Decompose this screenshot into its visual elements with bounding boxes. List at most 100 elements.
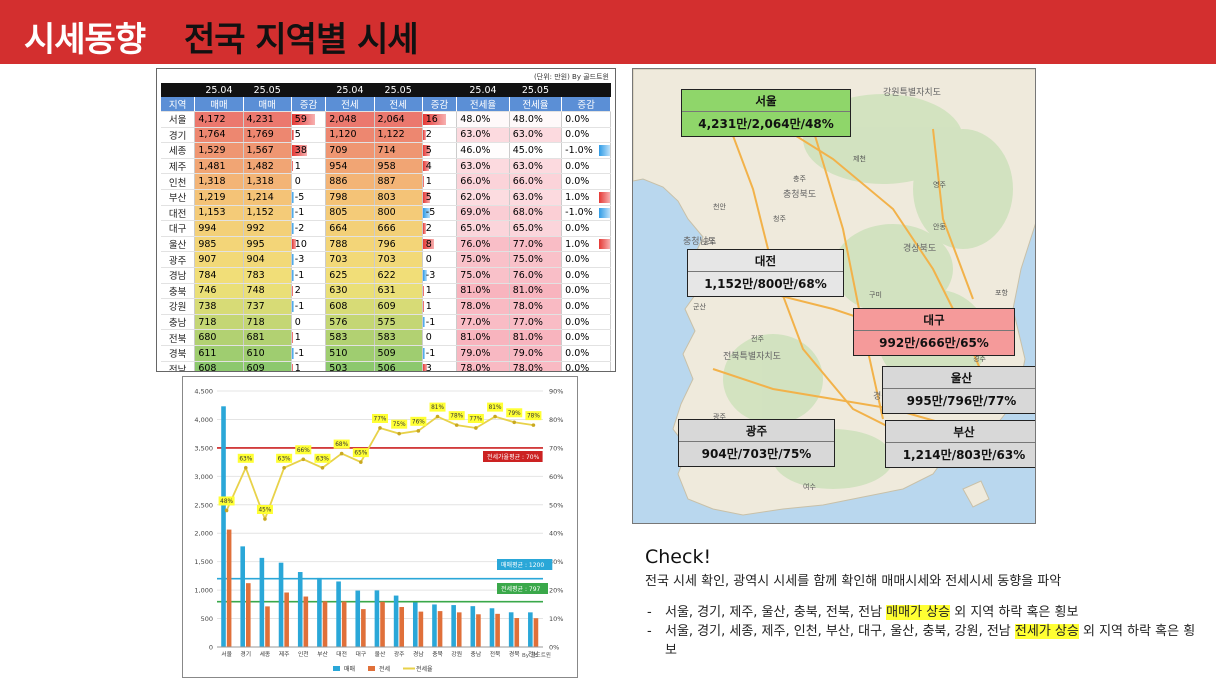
cell-ratio-may: 48.0% <box>509 111 563 128</box>
ratio-label-bg <box>487 402 504 412</box>
cell-sale-may: 737 <box>243 298 292 315</box>
map-label-value: 995만/796만/77% <box>906 394 1017 408</box>
ratio-label-bg <box>237 453 254 463</box>
cell-jeonse-may: 2,064 <box>374 111 423 128</box>
change-bar <box>422 129 426 141</box>
ref-label-bg <box>483 451 543 462</box>
change-bar <box>422 207 431 219</box>
cell-jeonse-apr: 703 <box>325 251 375 268</box>
ref-label-bg <box>497 559 553 570</box>
ratio-label-bg <box>333 439 350 449</box>
map-place-name: 충청남도 <box>683 236 716 247</box>
period-cell <box>291 83 326 97</box>
cell-sale-may: 4,231 <box>243 111 292 128</box>
change-bar <box>422 316 425 328</box>
cell-ratio-may: 78.0% <box>509 298 563 315</box>
bar-jeonse <box>514 618 520 647</box>
ratio-label-bg <box>391 419 408 429</box>
cell-ratio-change: 0.0% <box>561 283 611 300</box>
cell-ratio-change: -1.0% <box>561 205 611 222</box>
cell-region: 충북 <box>161 283 196 300</box>
cell-ratio-apr: 78.0% <box>456 298 510 315</box>
x-tick: 대전 <box>336 650 347 658</box>
map-place-name: 여수 <box>803 482 816 491</box>
cell-jeonse-may: 803 <box>374 189 423 206</box>
col-change: 증감 <box>291 97 327 112</box>
cell-jeonse-change: -1 <box>422 314 458 331</box>
cell-sale-may: 995 <box>243 236 292 253</box>
x-tick: 경북 <box>509 651 520 658</box>
cell-ratio-may: 77.0% <box>509 314 563 331</box>
cell-ratio-apr: 78.0% <box>456 361 510 371</box>
cell-ratio-may: 75.0% <box>509 251 563 268</box>
bar-sale <box>432 604 437 647</box>
period-cell: 25.04 <box>325 83 375 97</box>
cell-ratio-may: 81.0% <box>509 329 563 346</box>
cell-jeonse-change: 1 <box>422 298 458 315</box>
cell-sale-apr: 985 <box>194 236 244 253</box>
x-tick: 경남 <box>413 650 424 658</box>
cell-ratio-apr: 62.0% <box>456 189 510 206</box>
ratio-label-bg <box>256 505 273 514</box>
ratio-label: 78% <box>450 414 463 420</box>
change-bar <box>291 269 294 281</box>
y-right-tick: 0% <box>549 644 559 652</box>
cell-jeonse-apr: 583 <box>325 329 375 346</box>
col-change: 증감 <box>422 97 458 112</box>
cell-sale-change: -1 <box>291 345 327 362</box>
x-tick: 경기 <box>240 650 251 658</box>
cell-jeonse-change: 0 <box>422 251 458 268</box>
bar-sale <box>336 581 341 647</box>
bar-jeonse <box>303 596 309 647</box>
ratio-point <box>359 460 363 464</box>
cell-jeonse-may: 509 <box>374 345 423 362</box>
legend-label: 매매 <box>344 665 355 673</box>
y-right-tick: 90% <box>549 388 563 396</box>
table-row: 충남 718 718 0 576 575 -1 77.0% 77.0% 0.0% <box>161 314 611 331</box>
change-bar <box>291 114 316 125</box>
cell-region: 서울 <box>161 111 196 128</box>
x-tick: 서울 <box>221 650 232 658</box>
cell-sale-apr: 1,529 <box>194 142 244 159</box>
y-left-tick: 4,000 <box>194 416 213 424</box>
map-label-name: 울산 <box>883 367 1035 389</box>
cell-jeonse-may: 575 <box>374 314 423 331</box>
bar-sale <box>412 602 418 647</box>
cell-jeonse-apr: 630 <box>325 283 375 300</box>
col-jeonse: 전세 <box>325 97 375 112</box>
change-bar <box>422 223 426 234</box>
check-heading: Check! <box>645 546 712 568</box>
cell-region: 전북 <box>161 329 196 346</box>
period-row: 25.04 25.05 25.04 25.05 25.04 25.05 <box>161 83 611 97</box>
cell-sale-change: 1 <box>291 329 327 346</box>
combo-chart: 0 500 1,000 1,500 2,000 2,500 3,000 3,500 4,000 4… <box>182 376 578 678</box>
cell-jeonse-change: -5 <box>422 205 458 222</box>
bar-jeonse <box>418 611 424 647</box>
cell-ratio-change: 1.0% <box>561 189 611 206</box>
ratio-label-bg <box>295 445 312 455</box>
ratio-label-bg <box>525 411 542 421</box>
cell-ratio-change: 0.0% <box>561 345 611 362</box>
ratio-label-bg <box>448 411 465 421</box>
cell-sale-apr: 611 <box>194 345 244 362</box>
map-place-name: 강원특별자치도 <box>883 86 941 98</box>
cell-jeonse-may: 609 <box>374 298 423 315</box>
ratio-line <box>225 415 534 522</box>
cell-jeonse-may: 714 <box>374 142 423 159</box>
y-right-tick: 30% <box>549 558 563 566</box>
y-right-tick: 10% <box>549 615 563 623</box>
bar-jeonse <box>226 529 232 647</box>
bar-jeonse <box>245 583 251 647</box>
cell-region: 대전 <box>161 205 196 222</box>
cell-jeonse-may: 887 <box>374 173 423 190</box>
ratio-point <box>282 466 286 470</box>
x-tick: 강원 <box>451 650 462 658</box>
cell-ratio-may: 63.0% <box>509 158 563 175</box>
change-bar <box>291 301 294 312</box>
map-place-name: 영주 <box>933 180 946 189</box>
bar-sale <box>355 590 361 647</box>
bar-jeonse <box>456 612 462 647</box>
cell-region: 전남 <box>161 361 196 371</box>
ratio-label: 63% <box>239 456 252 462</box>
map-label-value: 1,152만/800만/68% <box>704 277 827 291</box>
